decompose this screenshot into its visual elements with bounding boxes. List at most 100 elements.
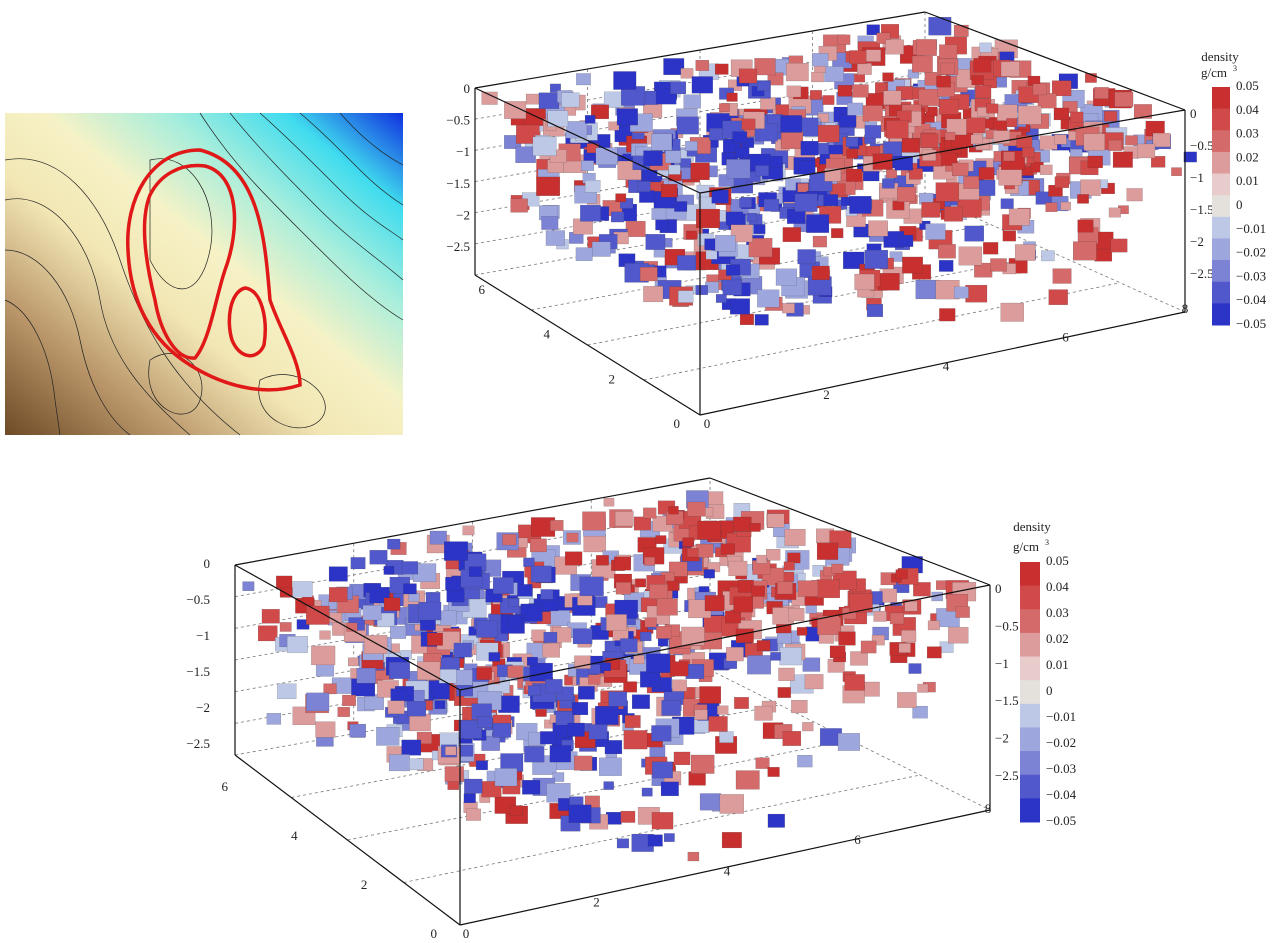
voxel (695, 60, 710, 71)
voxel (948, 627, 969, 644)
voxel (837, 34, 851, 45)
voxel (802, 657, 821, 672)
voxel (673, 751, 691, 766)
voxel (390, 688, 407, 702)
voxel (1080, 179, 1101, 196)
voxel (691, 76, 713, 94)
voxel (488, 652, 501, 662)
tick-label: 4 (943, 358, 950, 373)
voxel (979, 42, 992, 53)
voxel (540, 731, 557, 745)
tick-label: −1 (1190, 170, 1204, 185)
voxel (666, 580, 680, 591)
voxel (599, 757, 622, 776)
voxel (680, 68, 694, 79)
voxel (639, 190, 655, 203)
voxel (620, 638, 638, 653)
voxel (608, 121, 620, 131)
voxel (445, 746, 457, 756)
voxel (1045, 202, 1058, 212)
voxel (572, 628, 593, 645)
voxel (685, 664, 705, 679)
voxel (350, 557, 366, 570)
voxel (708, 716, 728, 732)
voxel (550, 520, 564, 531)
voxel (651, 812, 674, 830)
box-edge (403, 774, 921, 883)
voxel (897, 186, 916, 202)
voxel (549, 83, 561, 93)
voxel (787, 552, 801, 564)
voxel (523, 557, 535, 567)
voxel (277, 683, 297, 700)
voxel (966, 117, 986, 134)
voxel (620, 198, 634, 209)
voxel (936, 75, 951, 88)
voxel (615, 193, 627, 203)
voxel (434, 700, 446, 709)
voxel (464, 778, 483, 794)
voxel (901, 138, 920, 153)
voxel (864, 125, 882, 139)
voxel (912, 55, 933, 73)
voxel (852, 84, 869, 98)
voxel (1054, 176, 1070, 188)
voxel (1114, 91, 1134, 107)
voxel (846, 168, 863, 182)
tick-label: 2 (609, 371, 616, 386)
voxel (581, 160, 595, 171)
voxel (975, 85, 992, 99)
box-edge (459, 809, 991, 926)
voxel (857, 63, 872, 75)
voxel (1022, 147, 1035, 158)
voxel (753, 224, 766, 234)
colorbar-label: 0.05 (1046, 553, 1069, 568)
tick-label: −1.5 (995, 693, 1019, 708)
voxel (1101, 182, 1115, 194)
voxel (725, 211, 744, 226)
voxel (406, 701, 427, 717)
colorbar-swatch (1020, 585, 1040, 610)
voxel (525, 93, 540, 105)
voxel (640, 671, 661, 688)
voxel (757, 289, 780, 308)
voxel (639, 267, 658, 282)
voxel (926, 646, 942, 659)
voxel (925, 223, 946, 240)
voxel (951, 162, 969, 177)
voxel (760, 97, 776, 110)
colorbar-label: −0.02 (1046, 735, 1076, 750)
tick-label: 6 (222, 779, 229, 794)
voxel (732, 131, 748, 144)
voxel (898, 234, 914, 247)
voxel (651, 725, 672, 742)
voxel (767, 767, 780, 777)
tick-label: 4 (544, 327, 551, 342)
voxel (306, 605, 330, 625)
voxel (730, 298, 750, 315)
colorbar-label: −0.04 (1046, 787, 1077, 802)
voxel (403, 583, 417, 595)
colorbar-title: density (1201, 49, 1239, 64)
voxel (668, 506, 679, 515)
voxel (532, 136, 557, 156)
voxel (901, 630, 917, 643)
voxel (356, 667, 376, 684)
voxel (462, 525, 475, 536)
voxel (894, 155, 913, 171)
voxel (606, 614, 627, 631)
voxel (1126, 188, 1143, 202)
voxel (286, 636, 308, 653)
colorbar-swatch (1020, 703, 1040, 728)
voxel (735, 628, 754, 643)
voxel (782, 731, 802, 746)
outline-loops (126, 148, 302, 392)
voxel (257, 625, 278, 642)
voxel (763, 198, 780, 212)
voxel (498, 695, 520, 713)
voxel (845, 137, 859, 147)
voxel (676, 116, 699, 135)
voxel (935, 182, 960, 202)
voxel (719, 794, 744, 814)
voxel (784, 528, 806, 546)
